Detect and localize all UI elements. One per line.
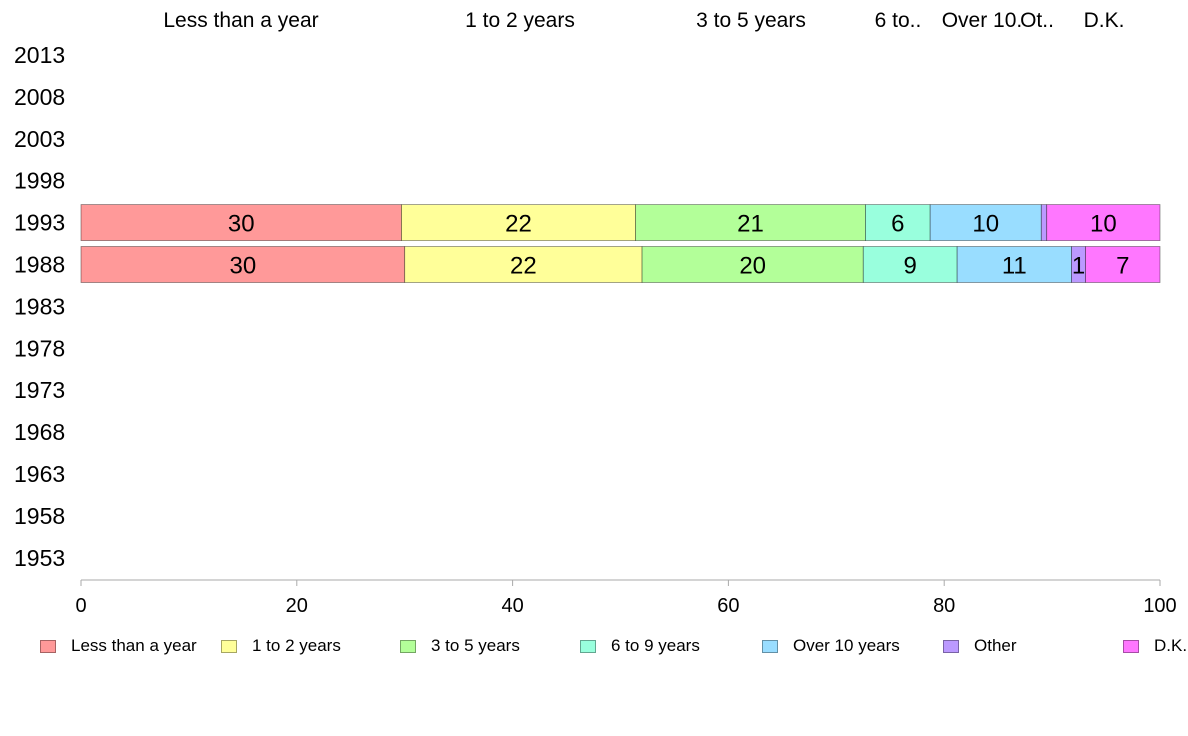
data-label: 11 (1002, 253, 1027, 280)
y-tick-label: 1963 (14, 461, 65, 487)
y-tick-label: 1953 (14, 545, 65, 571)
y-axis-labels: 2013 2008 2003 1998 1993 1988 1983 1978 1973 1968… (14, 42, 65, 571)
bar-segment (404, 246, 643, 283)
legend-swatch (762, 639, 778, 653)
legend-item: 6 to 9 years (580, 636, 700, 656)
bar-segment (1085, 246, 1161, 283)
y-tick-label: 1968 (14, 419, 65, 445)
data-label: 7 (1116, 253, 1129, 280)
legend-label: 6 to 9 years (611, 636, 700, 655)
bar-segment (641, 246, 864, 283)
stacked-bar-chart: Less than a year 1 to 2 years 3 to 5 years… (14, 9, 1177, 617)
legend-item: Other (943, 636, 1017, 656)
legend-label: 1 to 2 years (252, 636, 341, 655)
data-label: 22 (505, 211, 532, 238)
legend-item: 1 to 2 years (221, 636, 341, 656)
column-header: Ot.. (1020, 9, 1054, 32)
y-tick-label: 1958 (14, 503, 65, 529)
y-tick-label: 2013 (14, 42, 65, 68)
legend-swatch (221, 639, 237, 653)
bar-segment (929, 204, 1042, 242)
bar-segment (80, 204, 402, 242)
column-header: 1 to 2 years (465, 9, 575, 32)
data-label: 1 (1072, 253, 1085, 280)
legend-label: 3 to 5 years (431, 636, 520, 655)
data-label: 10 (972, 211, 999, 238)
column-header: D.K. (1084, 9, 1125, 32)
column-header: 3 to 5 years (696, 9, 806, 32)
bar-segment (635, 204, 866, 242)
bar-segment (1046, 204, 1161, 242)
x-tick-label: 20 (286, 595, 308, 617)
legend-item: Over 10 years (762, 636, 900, 656)
y-tick-label: 2003 (14, 126, 65, 152)
x-tick-label: 60 (717, 595, 739, 617)
legend-label: Other (974, 636, 1017, 655)
y-tick-label: 1978 (14, 335, 65, 361)
legend-swatch (400, 639, 416, 653)
data-label: 10 (1090, 211, 1117, 238)
legend-swatch (943, 639, 959, 653)
y-tick-label: 1998 (14, 168, 65, 194)
legend-label: Over 10 years (793, 636, 900, 655)
data-label: 30 (229, 253, 256, 280)
data-label: 20 (739, 253, 766, 280)
y-tick-label: 1993 (14, 210, 65, 236)
legend-swatch (40, 639, 56, 653)
bar-segment (862, 246, 958, 283)
data-label: 9 (904, 253, 917, 280)
legend-item: D.K. (1123, 636, 1187, 656)
y-tick-label: 1973 (14, 377, 65, 403)
data-label: 6 (891, 211, 904, 238)
y-tick-label: 1983 (14, 293, 65, 319)
data-label: 21 (737, 211, 764, 238)
legend-label: D.K. (1154, 636, 1188, 655)
column-header: Over 10. (942, 9, 1023, 32)
x-tick-label: 100 (1143, 595, 1176, 617)
x-tick-label: 0 (75, 595, 86, 617)
column-header: Less than a year (163, 9, 318, 32)
y-tick-label: 2008 (14, 84, 65, 110)
data-label: 22 (510, 253, 537, 280)
bar-segment (80, 246, 406, 283)
legend-item: Less than a year (40, 636, 197, 656)
legend-swatch (580, 639, 596, 653)
x-tick-label: 40 (501, 595, 523, 617)
legend-swatch (1123, 639, 1139, 653)
bar-segment (1040, 204, 1048, 242)
legend-item: 3 to 5 years (400, 636, 520, 656)
x-axis: 0 20 40 60 80 100 (75, 579, 1177, 617)
y-tick-label: 1988 (14, 252, 65, 278)
legend: Less than a year 1 to 2 years 3 to 5 years… (0, 636, 1188, 658)
data-label: 30 (228, 211, 255, 238)
bar-segment (401, 204, 637, 242)
column-header: 6 to.. (875, 9, 922, 32)
x-tick-label: 80 (933, 595, 955, 617)
column-headers: Less than a year 1 to 2 years 3 to 5 years… (163, 9, 1124, 32)
legend-label: Less than a year (71, 636, 197, 655)
